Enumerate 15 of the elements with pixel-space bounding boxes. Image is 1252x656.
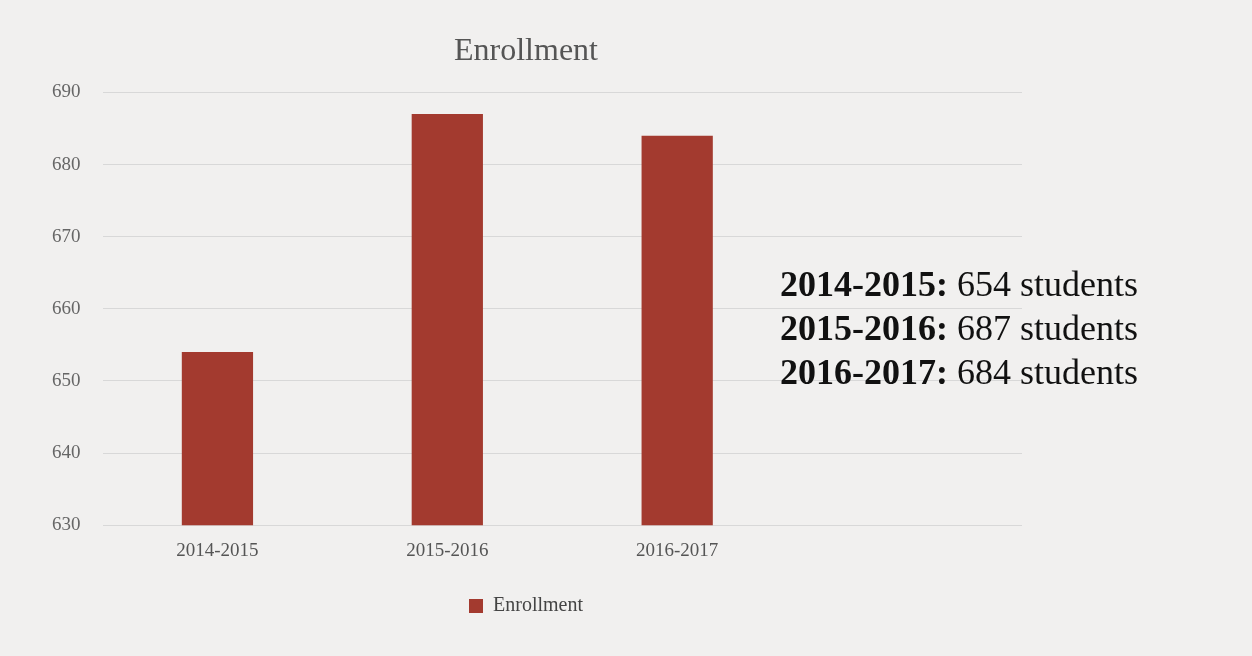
y-tick-label: 630 xyxy=(52,513,81,535)
y-tick-label: 640 xyxy=(52,441,81,463)
y-tick-label: 680 xyxy=(52,152,81,174)
y-tick-label: 650 xyxy=(52,368,81,390)
chart-title: Enrollment xyxy=(454,30,599,67)
legend-label: Enrollment xyxy=(493,593,584,616)
y-tick-label: 670 xyxy=(52,224,81,246)
x-tick-label: 2016-2017 xyxy=(636,538,719,560)
annotation: 2014-2015: 654 students xyxy=(780,263,1138,306)
y-tick-label: 660 xyxy=(52,296,81,318)
x-tick-label: 2015-2016 xyxy=(406,538,489,560)
annotation: 2016-2017: 684 students xyxy=(780,351,1138,394)
annotation: 2015-2016: 687 students xyxy=(780,307,1138,350)
x-tick-label: 2014-2015 xyxy=(176,538,259,560)
y-tick-label: 690 xyxy=(52,80,81,102)
